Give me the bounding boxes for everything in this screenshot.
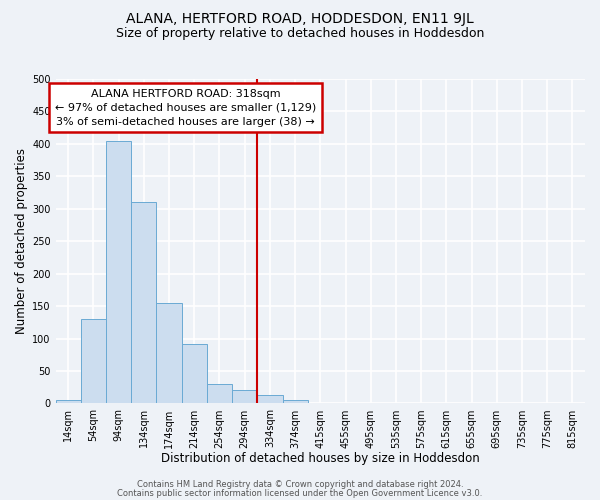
Bar	[81, 319, 106, 404]
Bar	[283, 400, 308, 404]
Bar	[157, 303, 182, 404]
Bar	[106, 140, 131, 404]
Bar	[232, 390, 257, 404]
Bar	[207, 384, 232, 404]
Text: Size of property relative to detached houses in Hoddesdon: Size of property relative to detached ho…	[116, 28, 484, 40]
Bar	[56, 400, 81, 404]
Bar	[257, 395, 283, 404]
Text: Contains public sector information licensed under the Open Government Licence v3: Contains public sector information licen…	[118, 488, 482, 498]
Text: ALANA, HERTFORD ROAD, HODDESDON, EN11 9JL: ALANA, HERTFORD ROAD, HODDESDON, EN11 9J…	[126, 12, 474, 26]
Y-axis label: Number of detached properties: Number of detached properties	[15, 148, 28, 334]
X-axis label: Distribution of detached houses by size in Hoddesdon: Distribution of detached houses by size …	[161, 452, 480, 465]
Bar	[182, 344, 207, 404]
Text: Contains HM Land Registry data © Crown copyright and database right 2024.: Contains HM Land Registry data © Crown c…	[137, 480, 463, 489]
Bar	[409, 403, 434, 404]
Text: ALANA HERTFORD ROAD: 318sqm
← 97% of detached houses are smaller (1,129)
3% of s: ALANA HERTFORD ROAD: 318sqm ← 97% of det…	[55, 88, 316, 126]
Bar	[131, 202, 157, 404]
